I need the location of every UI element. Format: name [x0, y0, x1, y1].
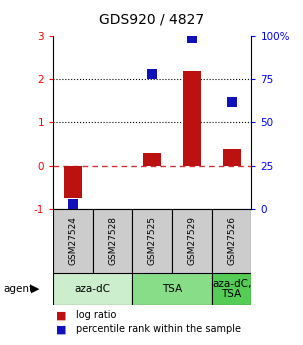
Point — [229, 99, 234, 105]
Bar — [132, 209, 172, 273]
Text: agent: agent — [3, 284, 33, 294]
Text: aza-dC: aza-dC — [75, 284, 111, 294]
Text: GSM27529: GSM27529 — [188, 216, 196, 265]
Text: GSM27526: GSM27526 — [227, 216, 236, 265]
Point — [190, 35, 195, 41]
Text: GSM27525: GSM27525 — [148, 216, 157, 265]
Text: GSM27528: GSM27528 — [108, 216, 117, 265]
Bar — [183, 71, 201, 166]
Point — [150, 71, 155, 77]
Text: ▶: ▶ — [31, 284, 39, 294]
Bar — [223, 149, 241, 166]
Text: ■: ■ — [56, 310, 67, 321]
Bar — [212, 209, 251, 273]
Text: aza-dC,
TSA: aza-dC, TSA — [212, 278, 251, 299]
Text: percentile rank within the sample: percentile rank within the sample — [76, 324, 241, 334]
Bar — [212, 273, 251, 305]
Bar — [132, 273, 212, 305]
Bar — [64, 166, 82, 198]
Bar — [53, 209, 93, 273]
Text: GDS920 / 4827: GDS920 / 4827 — [99, 12, 204, 26]
Bar — [53, 273, 132, 305]
Text: GSM27524: GSM27524 — [68, 216, 77, 265]
Text: ■: ■ — [56, 324, 67, 334]
Text: log ratio: log ratio — [76, 310, 116, 321]
Bar — [172, 209, 212, 273]
Bar — [143, 152, 161, 166]
Text: TSA: TSA — [162, 284, 182, 294]
Bar — [93, 209, 132, 273]
Point — [70, 201, 75, 206]
